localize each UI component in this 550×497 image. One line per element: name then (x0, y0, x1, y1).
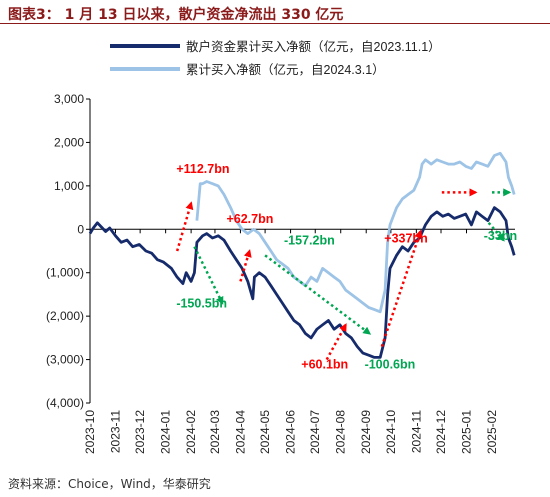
annotations: +112.7bn -150.5bn +62.7bn -157.2bn +60.1bn +3… (175, 162, 517, 371)
source-note: 资料来源：Choice，Wind，华泰研究 (8, 477, 211, 491)
legend-label-series1: 散户资金累计买入净额（亿元，自2023.11.1） (186, 39, 441, 54)
annotation-label: +60.1bn (301, 357, 348, 371)
x-tick-label: 2025-01 (459, 410, 473, 454)
y-tick-label: (4,000) (46, 396, 84, 410)
y-tick-label: 2,000 (54, 135, 84, 149)
x-tick-label: 2023-11 (108, 410, 122, 453)
y-axis: 3,000 2,000 1,000 0 (1,000) (2,000) (3,000) (4,… (46, 92, 91, 410)
legend-label-series2: 累计买入净额（亿元，自2024.3.1） (186, 62, 385, 77)
decrease-arrow (193, 246, 224, 305)
x-tick-label: 2024-06 (284, 410, 298, 454)
x-tick-label: 2024-02 (184, 410, 198, 454)
annotation-label: +337bn (384, 231, 427, 245)
y-tick-label: 3,000 (54, 92, 84, 106)
decrease-arrow (264, 254, 372, 335)
x-tick-label: 2024-03 (208, 410, 222, 454)
x-tick-label: 2024-11 (409, 410, 423, 453)
line-chart: 散户资金累计买入净额（亿元，自2023.11.1） 累计买入净额（亿元，自202… (46, 39, 517, 454)
y-tick-label: 1,000 (54, 179, 84, 193)
x-axis: 2023-10 2023-11 2023-12 2024-01 2024-02 2024-… (83, 228, 515, 454)
y-tick-label: (2,000) (46, 309, 84, 323)
x-tick-label: 2025-02 (485, 410, 499, 454)
x-tick-label: 2024-07 (308, 410, 322, 454)
x-tick-label: 2024-12 (434, 410, 448, 454)
annotation-label: -157.2bn (284, 233, 335, 247)
x-tick-label: 2024-05 (258, 410, 272, 454)
figure-title: 图表3： 1 月 13 日以来，散户资金净流出 330 亿元 (8, 7, 344, 23)
annotation-label: +112.7bn (176, 162, 229, 176)
increase-arrow (175, 201, 194, 252)
y-tick-label: 0 (77, 222, 84, 236)
x-tick-label: 2024-04 (233, 410, 247, 454)
x-tick-label: 2024-01 (159, 410, 173, 454)
increase-arrow (380, 229, 423, 347)
annotation-label: -150.5bn (176, 296, 227, 310)
annotation-label: +62.7bn (226, 212, 273, 226)
x-tick-label: 2023-12 (133, 410, 147, 454)
annotation-label: -33bn (484, 229, 517, 243)
legend: 散户资金累计买入净额（亿元，自2023.11.1） 累计买入净额（亿元，自202… (110, 39, 441, 77)
x-tick-label: 2023-10 (83, 410, 97, 454)
x-tick-label: 2024-10 (384, 410, 398, 454)
series-cumulative-since-2024-03-line (195, 151, 516, 314)
y-tick-label: (3,000) (46, 353, 84, 367)
increase-arrow (325, 323, 347, 361)
y-tick-label: (1,000) (46, 266, 84, 280)
x-tick-label: 2024-09 (359, 410, 373, 454)
title-rule (0, 23, 550, 24)
x-tick-label: 2024-08 (334, 410, 348, 454)
annotation-label: -100.6bn (365, 357, 416, 371)
series-retail-cumulative-line (88, 206, 516, 359)
decrease-arrow (487, 221, 505, 242)
